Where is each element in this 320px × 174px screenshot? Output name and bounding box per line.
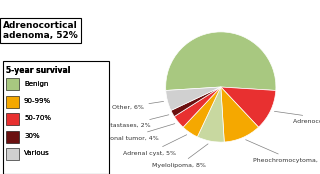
- Text: Neuronal tumor, 4%: Neuronal tumor, 4%: [95, 124, 175, 140]
- Text: Various: Various: [24, 150, 50, 156]
- Wedge shape: [197, 87, 224, 142]
- Text: 90-99%: 90-99%: [24, 98, 51, 104]
- Wedge shape: [183, 87, 221, 137]
- Text: Benign: Benign: [24, 81, 48, 86]
- Text: 90-99%: 90-99%: [24, 98, 51, 104]
- Text: Pheochromocytoma, 11%: Pheochromocytoma, 11%: [246, 140, 320, 163]
- Text: Adrenal cyst, 5%: Adrenal cyst, 5%: [123, 135, 187, 156]
- Text: Other, 6%: Other, 6%: [112, 101, 164, 109]
- Text: 5-year survival: 5-year survival: [6, 66, 71, 75]
- Text: Metastases, 2%: Metastases, 2%: [101, 115, 169, 128]
- Text: 5-year survival: 5-year survival: [6, 66, 71, 75]
- Text: Various: Various: [24, 150, 50, 156]
- Text: Benign: Benign: [24, 81, 48, 86]
- Text: Adrenocortical
adenoma, 52%: Adrenocortical adenoma, 52%: [3, 21, 78, 40]
- Wedge shape: [221, 87, 259, 142]
- Wedge shape: [166, 87, 221, 110]
- Wedge shape: [171, 87, 221, 117]
- Text: Myelolipoma, 8%: Myelolipoma, 8%: [152, 144, 208, 168]
- Text: 30%: 30%: [24, 133, 40, 139]
- Wedge shape: [221, 87, 276, 127]
- Wedge shape: [174, 87, 221, 127]
- Text: Adrenocortical carcinoma, 12%: Adrenocortical carcinoma, 12%: [275, 111, 320, 124]
- Text: 30%: 30%: [24, 133, 40, 139]
- Text: 50-70%: 50-70%: [24, 115, 51, 121]
- Text: 50-70%: 50-70%: [24, 115, 51, 121]
- Wedge shape: [166, 32, 276, 90]
